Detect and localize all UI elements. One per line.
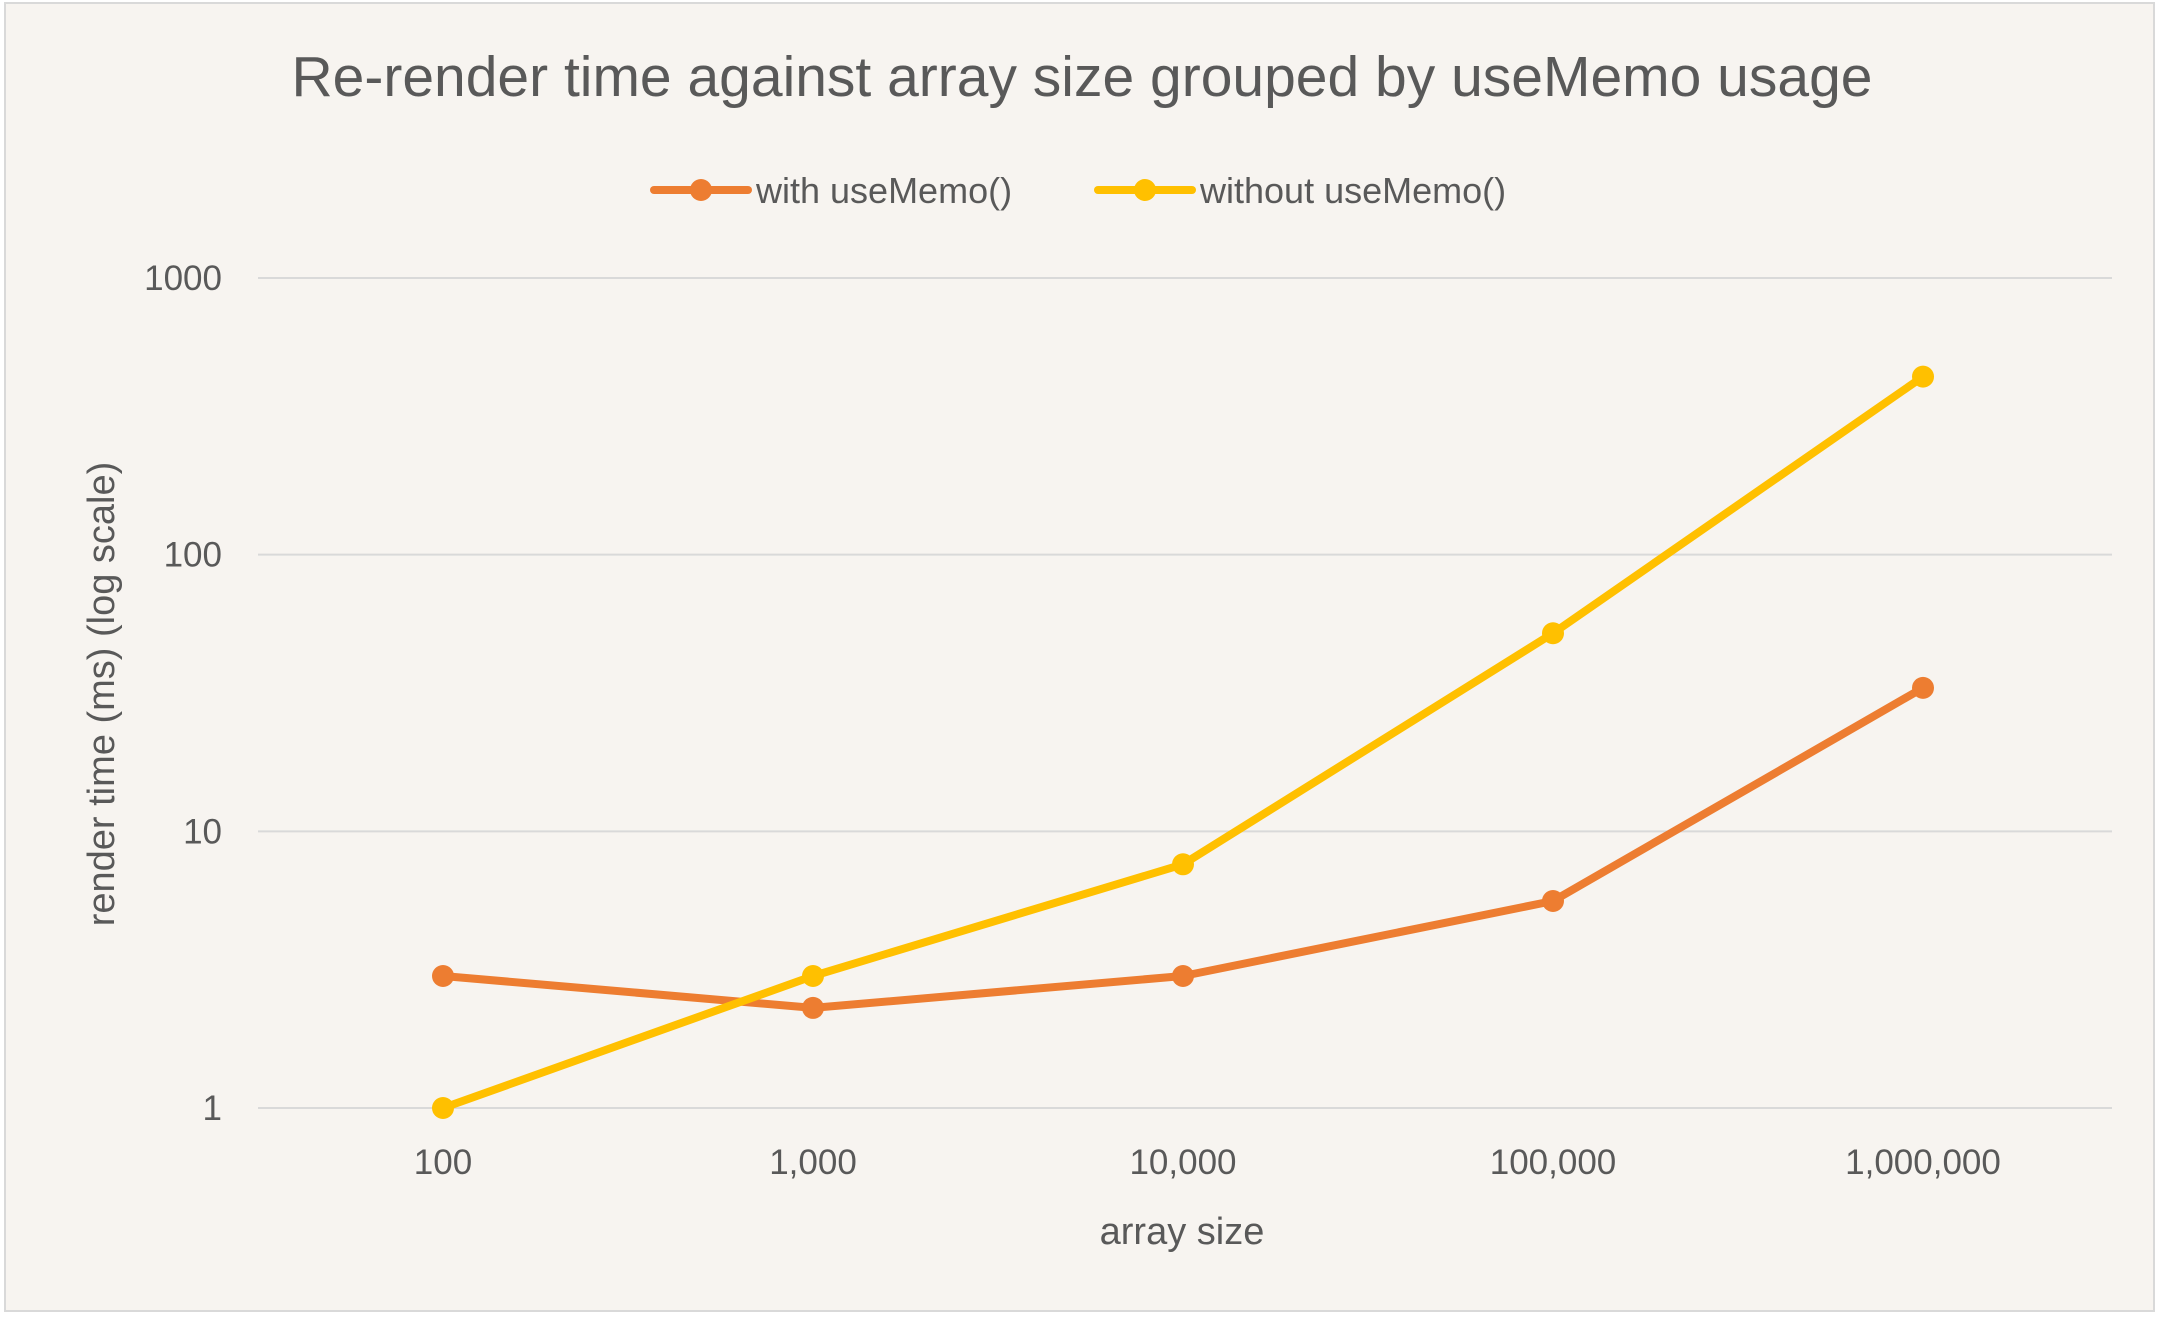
chart-title: Re-render time against array size groupe… (292, 45, 1873, 109)
y-axis-title: render time (ms) (log scale) (81, 462, 123, 927)
x-axis-ticks: 100 1,000 10,000 100,000 1,000,000 (414, 1143, 2001, 1182)
data-point (1912, 676, 1934, 699)
x-tick-label: 1,000 (769, 1143, 857, 1182)
x-axis-title: array size (1100, 1211, 1265, 1253)
data-point (1912, 365, 1934, 388)
data-point (1172, 853, 1194, 876)
x-tick-label: 100,000 (1490, 1143, 1617, 1182)
chart-background (6, 4, 2153, 1310)
data-point (802, 996, 824, 1019)
legend: with useMemo() without useMemo() (650, 170, 1506, 211)
y-tick-label: 1000 (144, 259, 222, 298)
gridlines (258, 277, 2112, 1109)
series-without-usememo (432, 365, 1934, 1119)
data-point (432, 964, 454, 987)
x-tick-label: 1,000,000 (1845, 1143, 2001, 1182)
data-point (1542, 622, 1564, 645)
legend-swatch-marker (690, 179, 712, 201)
legend-item: without useMemo() (1094, 170, 1506, 211)
y-tick-label: 1 (203, 1089, 222, 1128)
y-tick-label: 10 (183, 812, 222, 851)
data-point (802, 964, 824, 987)
x-tick-label: 10,000 (1129, 1143, 1236, 1182)
data-point (432, 1097, 454, 1119)
legend-swatch-marker (1134, 179, 1156, 201)
legend-label: with useMemo() (755, 170, 1012, 211)
x-tick-label: 100 (414, 1143, 472, 1182)
legend-label: without useMemo() (1199, 170, 1506, 211)
data-point (1172, 964, 1194, 987)
series-layer (432, 365, 1934, 1119)
y-tick-label: 100 (164, 536, 222, 575)
data-point (1542, 890, 1564, 913)
legend-item: with useMemo() (650, 170, 1012, 211)
series-with-usememo (432, 676, 1934, 1019)
chart-frame: Re-render time against array size groupe… (4, 2, 2155, 1312)
y-axis-ticks: 1 10 100 1000 (144, 259, 222, 1128)
line-chart: Re-render time against array size groupe… (6, 4, 2153, 1310)
